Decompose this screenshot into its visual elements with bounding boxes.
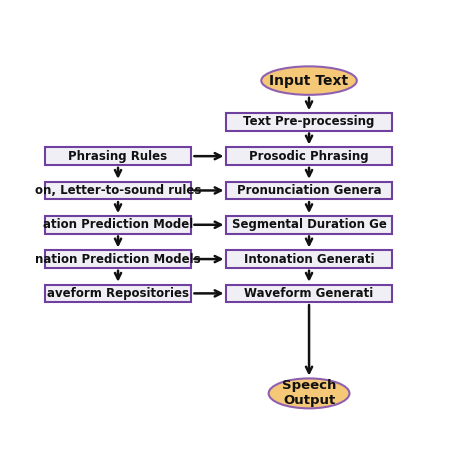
Text: Input Text: Input Text: [270, 73, 348, 88]
Text: Pronunciation Genera: Pronunciation Genera: [237, 184, 382, 197]
FancyBboxPatch shape: [45, 284, 191, 302]
Text: Segmental Duration Ge: Segmental Duration Ge: [232, 218, 386, 231]
Text: Prosodic Phrasing: Prosodic Phrasing: [249, 150, 369, 163]
Ellipse shape: [261, 66, 357, 95]
FancyBboxPatch shape: [45, 182, 191, 199]
FancyBboxPatch shape: [227, 113, 392, 131]
FancyBboxPatch shape: [45, 250, 191, 268]
Text: aveform Repositories: aveform Repositories: [47, 287, 189, 300]
Text: Intonation Generati: Intonation Generati: [244, 253, 374, 265]
FancyBboxPatch shape: [227, 284, 392, 302]
Text: Text Pre-processing: Text Pre-processing: [243, 115, 375, 128]
FancyBboxPatch shape: [227, 147, 392, 165]
Text: Speech
Output: Speech Output: [282, 379, 336, 407]
Text: nation Prediction Models: nation Prediction Models: [35, 253, 201, 265]
Text: ation Prediction Model: ation Prediction Model: [43, 218, 193, 231]
Text: on, Letter-to-sound rules: on, Letter-to-sound rules: [35, 184, 201, 197]
FancyBboxPatch shape: [227, 216, 392, 234]
FancyBboxPatch shape: [45, 147, 191, 165]
Ellipse shape: [269, 378, 349, 409]
FancyBboxPatch shape: [227, 250, 392, 268]
Text: Waveform Generati: Waveform Generati: [245, 287, 374, 300]
Text: Phrasing Rules: Phrasing Rules: [68, 150, 168, 163]
FancyBboxPatch shape: [45, 216, 191, 234]
FancyBboxPatch shape: [227, 182, 392, 199]
